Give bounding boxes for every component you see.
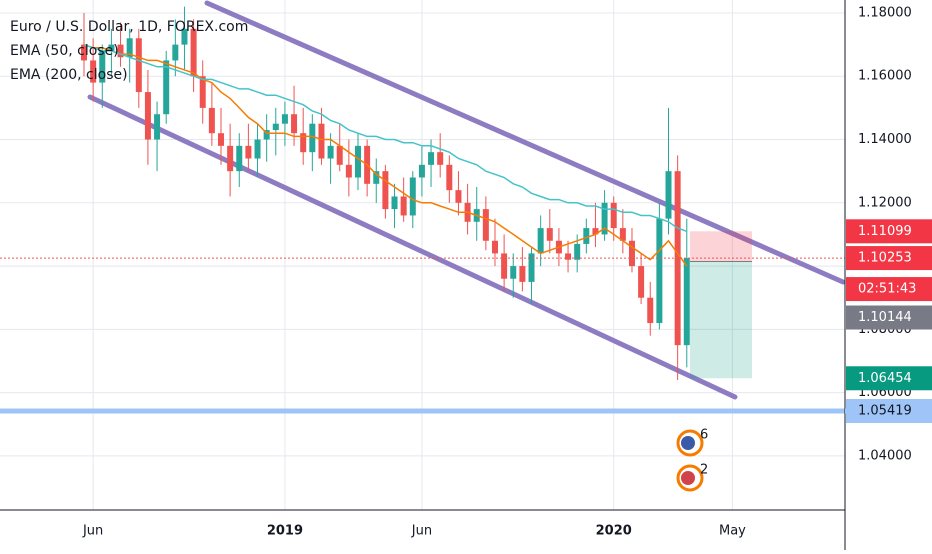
- candle-body: [665, 171, 672, 219]
- event-icon-flag: [681, 471, 695, 485]
- position-stop-zone: [690, 231, 752, 262]
- candle-body: [418, 164, 425, 178]
- candle-body: [217, 133, 224, 146]
- candle-body: [354, 145, 361, 178]
- price-label: 1.10144: [858, 310, 912, 325]
- candle-body: [647, 297, 654, 324]
- candle-body: [154, 114, 161, 140]
- candle-body: [638, 266, 645, 298]
- candle-body: [400, 196, 407, 216]
- ema-line: [83, 43, 688, 267]
- candle-body: [583, 228, 590, 244]
- candle-body: [144, 92, 151, 140]
- y-tick-label: 1.12000: [858, 195, 912, 210]
- candle-body: [683, 258, 690, 346]
- candle-body: [90, 60, 97, 83]
- candle-body: [628, 240, 635, 267]
- candle-body: [227, 145, 234, 172]
- candle-body: [126, 38, 133, 58]
- plot-area: [0, 0, 845, 414]
- candle-body: [245, 145, 252, 159]
- candle-body: [510, 266, 517, 279]
- indicator-legend: EMA (200, close): [10, 67, 128, 83]
- candle-body: [428, 152, 435, 165]
- candle-body: [172, 44, 179, 61]
- price-label: 1.11099: [858, 224, 912, 239]
- candle-body: [208, 107, 215, 134]
- candle-body: [81, 44, 87, 61]
- candle-body: [272, 123, 279, 131]
- candle-body: [263, 130, 270, 140]
- y-tick-label: 1.16000: [858, 69, 912, 84]
- candle-body: [482, 209, 489, 241]
- x-tick-label: Jun: [411, 524, 432, 539]
- candle-body: [501, 253, 508, 279]
- candle-body: [409, 177, 416, 216]
- candle-body: [565, 253, 572, 260]
- candle-body: [108, 44, 115, 51]
- x-tick-label: 2020: [596, 524, 632, 539]
- event-count: 6: [700, 428, 708, 443]
- candle-body: [309, 123, 316, 153]
- x-tick-label: 2019: [267, 524, 303, 539]
- event-count: 2: [700, 463, 708, 478]
- candle-body: [199, 76, 206, 108]
- indicator-legend: EMA (50, close): [10, 43, 119, 59]
- candle-body: [190, 28, 197, 77]
- candle-body: [236, 145, 243, 172]
- candle-body: [446, 164, 453, 191]
- candle-body: [610, 202, 617, 229]
- candle-body: [373, 171, 380, 184]
- candle-body: [345, 164, 352, 178]
- candle-body: [117, 44, 124, 58]
- channel-lower: [87, 94, 738, 400]
- candle-body: [135, 38, 142, 93]
- price-label-bg: [846, 399, 932, 424]
- candle-body: [382, 171, 389, 210]
- candle-body: [391, 196, 398, 210]
- candle-body: [656, 218, 663, 324]
- y-tick-label: 1.18000: [858, 5, 912, 20]
- candle-body: [601, 202, 608, 235]
- price-label-bg: [846, 246, 932, 271]
- price-label: 1.10253: [858, 251, 912, 266]
- price-label: 1.06454: [858, 371, 912, 386]
- candle-body: [99, 50, 106, 83]
- candle-body: [291, 114, 298, 134]
- candle-body: [546, 228, 553, 241]
- price-label: 1.05419: [858, 404, 912, 419]
- price-label-bg: [846, 366, 932, 391]
- y-tick-label: 1.14000: [858, 132, 912, 147]
- candle-body: [592, 228, 599, 235]
- candle-body: [574, 243, 581, 260]
- candle-body: [281, 114, 288, 124]
- candle-body: [519, 266, 526, 282]
- candle-body: [491, 240, 498, 254]
- candle-body: [254, 139, 261, 159]
- x-tick-label: Jun: [82, 524, 103, 539]
- price-label-bg: [846, 277, 932, 302]
- price-label-bg: [846, 305, 932, 330]
- candle-body: [455, 190, 462, 203]
- ema-line: [83, 43, 688, 233]
- y-tick-label: 1.04000: [858, 448, 912, 463]
- candle-body: [619, 228, 626, 241]
- candle-body: [528, 253, 535, 282]
- price-label: 02:51:43: [858, 282, 916, 297]
- x-tick-label: May: [719, 524, 746, 539]
- position-target-zone: [690, 261, 752, 379]
- candle-body: [181, 28, 188, 45]
- event-icon-flag: [681, 436, 695, 450]
- candle-body: [327, 145, 334, 159]
- price-label-bg: [846, 219, 932, 244]
- symbol-title: Euro / U.S. Dollar, 1D, FOREX.com: [10, 19, 248, 35]
- candle-body: [318, 123, 325, 159]
- candle-body: [163, 60, 170, 115]
- channel-upper: [204, 0, 845, 285]
- candle-body: [537, 228, 544, 254]
- candle-body: [437, 152, 444, 165]
- candle-body: [300, 133, 307, 153]
- candle-body: [336, 145, 343, 165]
